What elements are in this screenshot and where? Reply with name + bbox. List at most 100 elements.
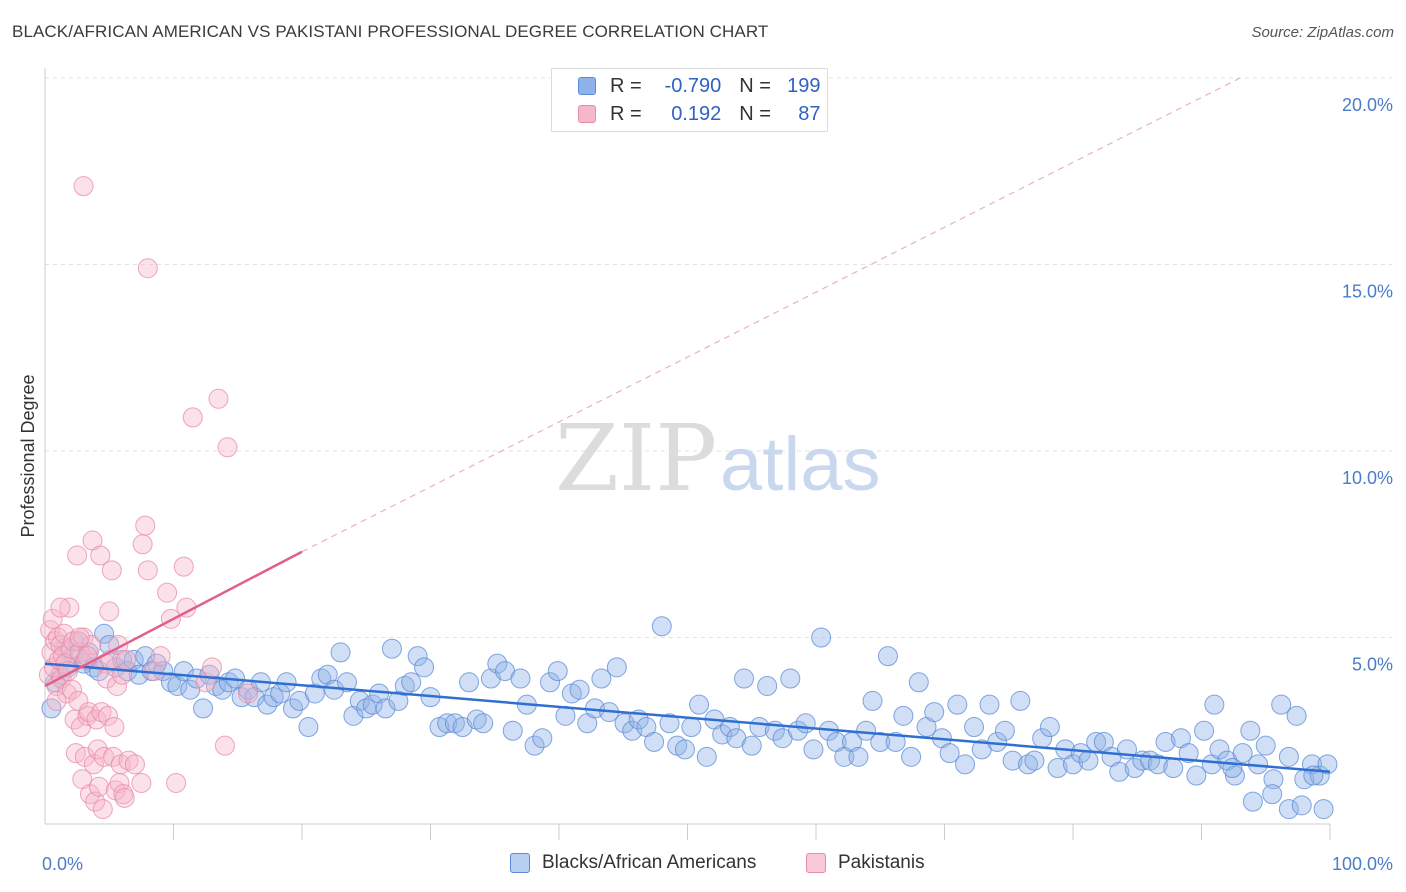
point-blacks: [1063, 754, 1083, 775]
point-blacks: [877, 646, 898, 667]
point-pakistanis: [150, 646, 171, 667]
point-pakistanis: [217, 437, 238, 458]
point-blacks: [414, 657, 435, 678]
r-value: -0.790: [664, 74, 722, 97]
point-pakistanis: [61, 679, 82, 700]
point-blacks: [848, 746, 869, 767]
point-pakistanis: [182, 407, 203, 428]
point-pakistanis: [137, 560, 158, 581]
point-blacks: [1255, 735, 1276, 756]
point-pakistanis: [202, 657, 223, 678]
point-blacks: [1155, 731, 1176, 752]
legend-swatch-blue: [578, 77, 596, 95]
trend-lines: [44, 77, 1331, 774]
point-blacks: [153, 661, 174, 682]
point-blacks: [1163, 758, 1184, 779]
point-blacks: [1047, 758, 1068, 779]
point-pakistanis: [42, 608, 63, 629]
gridlines: [45, 77, 1392, 638]
point-pakistanis: [173, 556, 194, 577]
legend-swatch-pink: [578, 105, 596, 123]
point-blacks: [167, 675, 188, 696]
point-blacks: [298, 717, 319, 738]
point-blacks: [510, 668, 531, 689]
point-blacks: [1224, 765, 1245, 786]
point-blacks: [394, 675, 415, 696]
point-blacks: [1313, 799, 1334, 820]
point-blacks: [547, 661, 568, 682]
point-pakistanis: [131, 772, 152, 793]
point-blacks: [811, 627, 832, 648]
point-blacks: [407, 646, 428, 667]
point-blacks: [908, 672, 929, 693]
point-blacks: [924, 702, 945, 723]
legend-row-pakistanis: R = 0.192 N = 87: [578, 101, 821, 127]
point-pakistanis: [50, 597, 71, 618]
point-blacks: [1222, 758, 1243, 779]
point-pakistanis: [88, 776, 109, 797]
point-pakistanis: [115, 649, 136, 670]
point-blacks: [362, 694, 383, 715]
point-blacks: [696, 746, 717, 767]
point-blacks: [263, 687, 284, 708]
point-blacks: [160, 672, 181, 693]
point-pakistanis: [90, 545, 111, 566]
point-blacks: [757, 675, 778, 696]
axes: [44, 68, 1331, 840]
n-value: 199: [787, 74, 821, 97]
n-value: 87: [798, 102, 821, 125]
point-blacks: [659, 713, 680, 734]
point-pakistanis: [101, 560, 122, 581]
point-blacks: [304, 683, 325, 704]
point-pakistanis: [59, 597, 80, 618]
point-blacks: [591, 668, 612, 689]
x-tick-label: 100.0%: [1332, 854, 1393, 874]
point-blacks: [795, 713, 816, 734]
r-value: 0.192: [671, 102, 722, 125]
axis-labels: Professional Degree 5.0% 10.0% 15.0% 20.0% 0…: [18, 95, 1393, 874]
series-legend: Blacks/African Americans Pakistanis: [0, 852, 1406, 878]
point-blacks: [947, 694, 968, 715]
point-blacks: [532, 728, 553, 749]
point-blacks: [135, 646, 156, 667]
point-pakistanis: [157, 582, 178, 603]
y-tick-label: 15.0%: [1342, 282, 1393, 302]
legend-swatch-blue: [510, 853, 530, 873]
point-pakistanis: [97, 705, 118, 726]
point-blacks: [1078, 750, 1099, 771]
point-pakistanis: [68, 690, 89, 711]
point-blacks: [644, 731, 665, 752]
point-blacks: [955, 754, 976, 775]
correlation-legend: R = -0.790 N = 199 R = 0.192 N = 87: [551, 68, 828, 132]
point-blacks: [674, 739, 695, 760]
y-tick-label: 20.0%: [1342, 95, 1393, 115]
point-blacks: [1010, 690, 1031, 711]
x-tick-label: 0.0%: [42, 854, 83, 874]
legend-label-blacks: Blacks/African Americans: [542, 852, 757, 873]
point-blacks: [193, 698, 214, 719]
watermark: ZIP atlas: [555, 405, 881, 512]
point-blacks: [885, 731, 906, 752]
point-blacks: [1002, 750, 1023, 771]
point-blacks: [741, 735, 762, 756]
point-pakistanis: [81, 634, 102, 655]
point-pakistanis: [124, 754, 145, 775]
point-blacks: [651, 616, 672, 637]
point-blacks: [862, 690, 883, 711]
point-pakistanis: [99, 601, 120, 622]
point-blacks: [1194, 720, 1215, 741]
point-blacks: [524, 735, 545, 756]
watermark-zip: ZIP: [555, 405, 717, 512]
point-pakistanis: [47, 627, 68, 648]
point-pakistanis: [137, 258, 158, 279]
point-blacks: [1204, 694, 1225, 715]
point-blacks: [330, 642, 351, 663]
point-pakistanis: [208, 388, 229, 409]
watermark-atlas: atlas: [720, 422, 881, 507]
r-label: R =: [610, 74, 642, 97]
legend-label-pakistanis: Pakistanis: [838, 852, 925, 873]
point-blacks: [317, 664, 338, 685]
point-pakistanis: [85, 791, 106, 812]
point-blacks: [1109, 761, 1130, 782]
point-blacks: [893, 705, 914, 726]
